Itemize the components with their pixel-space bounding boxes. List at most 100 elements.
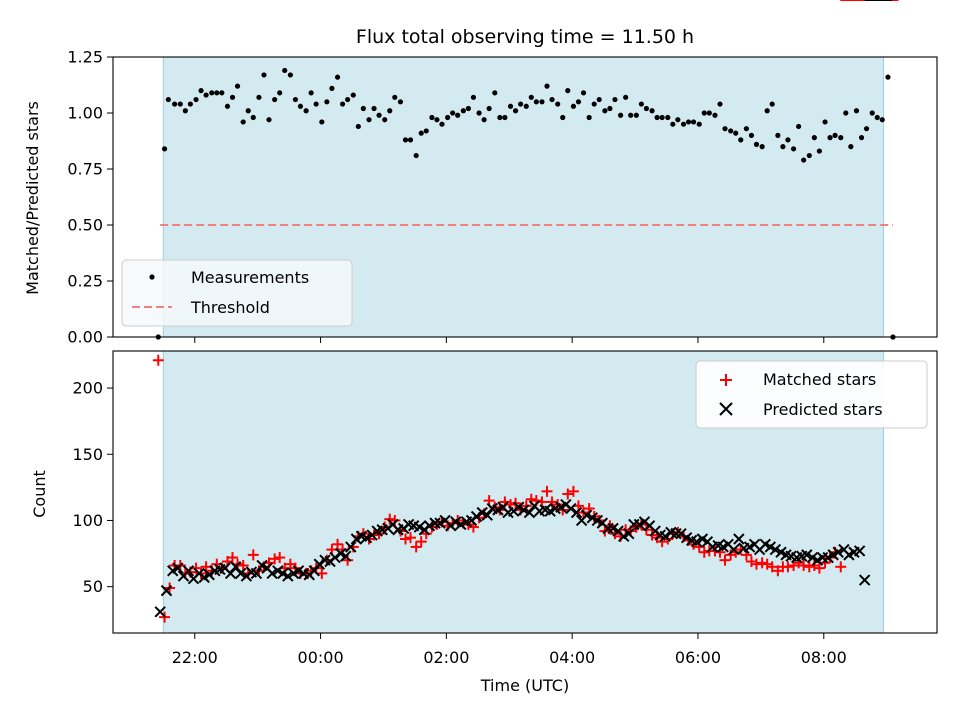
measurement-point [638, 101, 644, 107]
predicted-star-marker [728, 543, 740, 556]
measurement-point [376, 112, 382, 118]
measurement-point [690, 119, 697, 125]
measurement-point [769, 101, 775, 107]
measurement-point [806, 152, 812, 159]
predicted-star-marker [659, 530, 671, 543]
matched-star-marker [750, 558, 762, 570]
bottom-y-axis: 50 100 150 200 [72, 379, 113, 596]
measurement-point [481, 117, 487, 123]
y-tick-label: 0.75 [67, 160, 103, 179]
measurement-point [685, 119, 692, 125]
measurement-point [879, 117, 885, 123]
measurement-point [455, 112, 461, 118]
predicted-star-marker [565, 502, 577, 515]
measurement-point [256, 94, 262, 100]
predicted-star-marker [266, 567, 278, 580]
measurement-point [266, 117, 272, 123]
predicted-star-marker [313, 558, 326, 570]
measurement-point [544, 83, 550, 89]
predicted-star-marker [229, 561, 242, 573]
matched-star-marker [562, 488, 574, 500]
y-tick-label: 0.00 [67, 328, 103, 347]
measurement-point [706, 110, 712, 116]
measurement-point [816, 148, 822, 154]
y-tick-label: 1.00 [67, 104, 103, 123]
measurement-point [570, 103, 577, 109]
predicted-star-marker [623, 527, 635, 540]
matched-star-marker [835, 561, 847, 573]
matched-star-marker [756, 557, 768, 569]
measurement-point [643, 105, 649, 112]
measurement-point [539, 99, 545, 105]
measurement-point [402, 137, 409, 143]
legend-matched-label: Matched stars [763, 370, 876, 389]
top-y-axis: 0.00 0.25 0.50 0.75 1.00 1.25 [67, 48, 113, 347]
x-axis-label: Time (UTC) [480, 676, 569, 695]
matched-star-marker [227, 552, 239, 564]
measurement-point [413, 152, 419, 159]
measurement-point [187, 101, 193, 107]
legend-predicted-marker [719, 402, 733, 416]
measurement-point [512, 108, 519, 114]
bottom-panel: 50 100 150 200 22:00 00:00 02:00 04:00 06:00 08:… [30, 0, 938, 695]
matched-star-marker [152, 354, 164, 366]
bottom-axes-frame [112, 350, 938, 634]
measurement-point [728, 128, 734, 134]
measurement-point [764, 108, 770, 114]
predicted-star-marker [250, 567, 263, 580]
measurement-point [492, 90, 498, 96]
measurement-point [618, 112, 624, 118]
measurement-point [476, 110, 482, 116]
measurement-point [811, 135, 817, 141]
predicted-star-marker [858, 574, 871, 586]
measurement-point [329, 85, 335, 91]
matched-star-marker [237, 559, 249, 571]
measurement-point [623, 94, 629, 100]
predicted-star-marker [455, 518, 467, 531]
measurement-point [858, 135, 865, 141]
matched-star-marker [405, 532, 417, 544]
measurement-points [155, 67, 896, 340]
measurement-point [429, 114, 435, 121]
predicted-star-marker [308, 565, 320, 577]
measurement-point [355, 123, 361, 130]
measurement-point [580, 90, 587, 96]
top-legend: Measurements Threshold [121, 259, 353, 327]
legend-measurement-marker [149, 274, 155, 280]
measurement-point [397, 99, 404, 105]
top-x-ticks [194, 337, 825, 343]
measurement-point [219, 90, 225, 96]
measurement-point [308, 90, 314, 96]
measurement-point [659, 114, 665, 121]
y-tick-label: 200 [72, 379, 103, 398]
measurement-point [523, 103, 529, 109]
y-tick-label: 50 [83, 577, 103, 596]
measurement-point [696, 121, 702, 127]
matched-star-marker [247, 549, 259, 561]
measurement-point [470, 94, 477, 100]
measurement-point [297, 103, 304, 109]
measurement-point [250, 114, 256, 121]
measurement-point [418, 130, 424, 136]
measurement-point [172, 101, 178, 107]
measurement-point [177, 101, 183, 107]
predicted-star-marker [853, 545, 866, 557]
measurement-point [586, 114, 592, 121]
measurement-point [387, 108, 393, 114]
measurement-point [240, 119, 246, 125]
x-tick-label: 08:00 [801, 648, 847, 667]
measurement-point [497, 114, 503, 121]
bottom-legend: Matched stars Predicted stars [695, 360, 928, 429]
measurement-point [224, 103, 231, 109]
measurement-point [517, 101, 524, 107]
predicted-star-marker [602, 522, 614, 535]
matched-star-marker [415, 536, 427, 548]
measurement-point [827, 135, 833, 141]
x-tick-label: 02:00 [423, 648, 469, 667]
bottom-y-axis-label: Count [30, 470, 49, 518]
y-tick-label: 150 [72, 445, 103, 464]
measurement-point [161, 146, 168, 152]
measurement-point [245, 108, 251, 114]
measurement-point [670, 121, 676, 127]
